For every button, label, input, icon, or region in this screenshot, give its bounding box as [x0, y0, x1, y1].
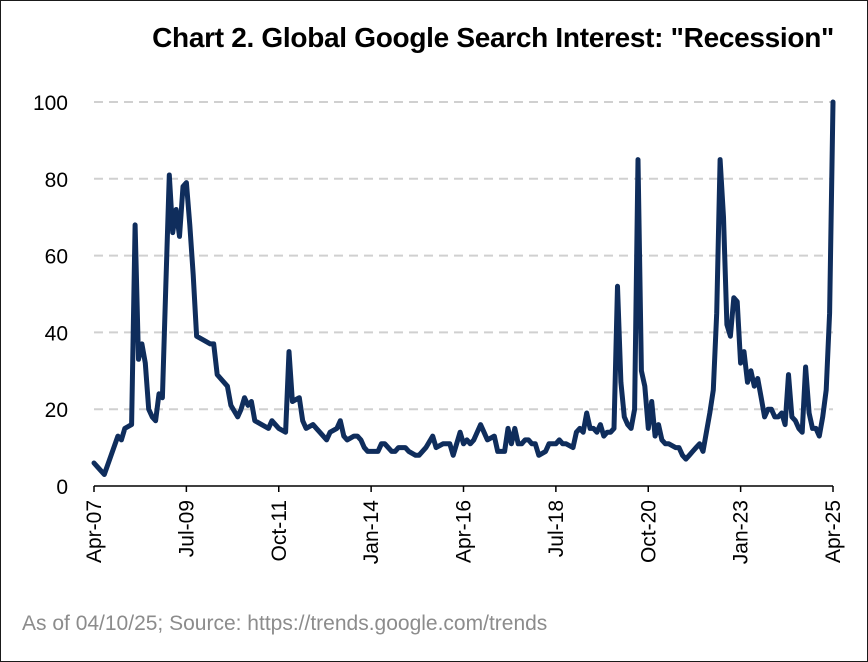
axes	[93, 485, 834, 492]
chart-title: Chart 2. Global Google Search Interest: …	[152, 22, 834, 53]
x-tick-label: Oct-20	[637, 500, 660, 563]
y-tick-label: 80	[45, 169, 68, 192]
x-tick-label: Jan-23	[730, 500, 753, 564]
x-tick-label: Apr-25	[822, 500, 845, 563]
y-tick-label: 0	[56, 476, 68, 499]
y-tick-label: 60	[45, 246, 68, 269]
series-line	[91, 99, 836, 477]
x-tick-label: Jan-14	[360, 500, 383, 565]
y-tick-label: 20	[45, 399, 68, 422]
x-tick-label: Apr-07	[83, 500, 106, 563]
y-tick-labels: 0 20 40 60 80 100	[33, 92, 68, 499]
x-tick-labels: Apr-07 Jul-09 Oct-11 Jan-14 Apr-16 Jul-18 Oct-…	[83, 500, 845, 565]
gridlines	[94, 101, 833, 411]
x-tick-label: Jul-18	[545, 500, 568, 557]
y-tick-label: 40	[45, 322, 68, 345]
x-tick-label: Oct-11	[268, 500, 291, 561]
x-tick-label: Jul-09	[175, 500, 198, 557]
y-tick-label: 100	[33, 92, 68, 115]
series-layer	[91, 99, 836, 477]
source-note: As of 04/10/25; Source: https://trends.g…	[22, 612, 548, 635]
x-tick-label: Apr-16	[453, 500, 476, 563]
